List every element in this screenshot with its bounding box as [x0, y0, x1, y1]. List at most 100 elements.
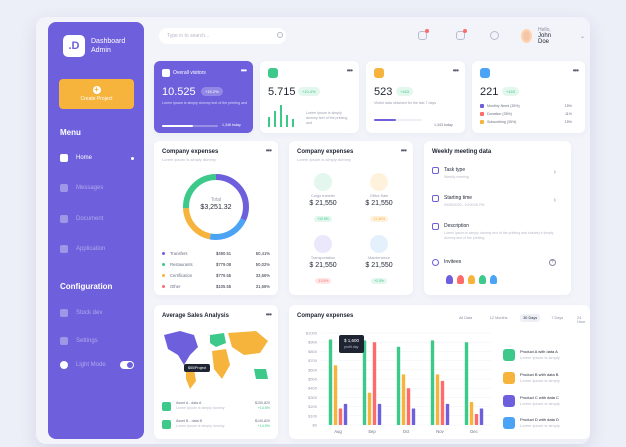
avatar[interactable] — [457, 275, 464, 284]
meeting-starting-time[interactable]: Starting time 09/05/2020 - 10:00:00 PM › — [432, 195, 556, 215]
more-icon[interactable]: ••• — [346, 66, 353, 75]
users-icon — [432, 259, 439, 266]
expense-tile-office[interactable]: Office Sale $ 21,550 -11.45% — [351, 173, 407, 225]
sidebar-item-document[interactable]: Document — [60, 215, 134, 223]
bar — [343, 403, 348, 425]
more-icon[interactable]: ••• — [265, 146, 272, 155]
product-legend-c[interactable]: Product C with data C Lorem Ipsum is simp… — [503, 395, 583, 407]
bell-icon[interactable] — [456, 29, 467, 40]
asset-row-a[interactable]: Asset A - data A Lorem Ipsum is simply du… — [162, 401, 270, 413]
chat-icon[interactable] — [418, 29, 429, 40]
more-icon[interactable]: ••• — [452, 66, 459, 75]
clock-icon — [432, 195, 439, 202]
avatar — [521, 29, 532, 43]
chevron-down-icon[interactable]: ⌄ — [579, 33, 585, 40]
more-icon[interactable]: ••• — [400, 146, 407, 155]
gear-icon[interactable] — [490, 31, 499, 40]
application-icon — [60, 245, 68, 253]
sidebar-item-light-mode[interactable]: Light Mode — [60, 361, 134, 369]
bar — [367, 392, 372, 425]
more-icon[interactable]: ••• — [572, 66, 579, 75]
more-icon[interactable]: ••• — [240, 66, 247, 75]
avatar[interactable] — [479, 275, 486, 284]
bar — [333, 365, 338, 425]
user-name: John Doe — [538, 33, 552, 45]
search-input[interactable]: Type in to search... — [159, 28, 286, 44]
card-subtitle: Lorem Ipsum is simply dummy — [297, 157, 352, 162]
stat-card-4: ••• 221 +163 Monthly Need (35%) 15% Donat… — [472, 61, 585, 133]
light-mode-toggle[interactable] — [120, 361, 134, 369]
product-icon — [503, 417, 515, 429]
brand-sub: Admin — [91, 47, 111, 54]
y-tick-label: $800 — [308, 349, 318, 354]
sidebar-item-stock-dev[interactable]: Stock dev — [60, 309, 134, 317]
user-menu[interactable]: Hello, John Doe ⌄ — [521, 27, 585, 45]
bar-chart: $1000 $900 $800 $700 $600 $500 $400 $300 $200 $10… — [306, 331, 491, 434]
topbar: Type in to search... Hello, John Doe ⌄ — [151, 22, 585, 52]
bar — [435, 374, 440, 425]
more-icon[interactable]: ••• — [265, 310, 272, 319]
y-tick-label: $500 — [308, 377, 318, 382]
avatar[interactable] — [446, 275, 453, 284]
asset-row-b[interactable]: Asset B - data B Lorem Ipsum is simply du… — [162, 419, 270, 431]
stat-value: 10.525 — [162, 86, 196, 98]
sidebar-item-home[interactable]: Home — [60, 154, 134, 162]
diamond-icon — [480, 68, 490, 78]
product-icon — [503, 349, 515, 361]
bar — [328, 339, 333, 425]
product-legend-b[interactable]: Product B with data B Lorem Ipsum is simp… — [503, 372, 583, 384]
sidebar-item-application[interactable]: Application — [60, 245, 134, 253]
stat-value: 523 — [374, 86, 393, 98]
tab-7-days[interactable]: 7 Days — [551, 316, 564, 320]
expense-row: Other $105.55 31,66% — [162, 284, 270, 289]
sidebar: .D Dashboard Admin + Create Project Menu… — [48, 22, 144, 439]
bar — [372, 342, 377, 425]
expense-tile-maintenance[interactable]: Maintenance $ 21,550 +2.5% — [351, 235, 407, 287]
greeting: Hello, — [538, 27, 551, 33]
sidebar-item-messages[interactable]: Messages — [60, 184, 134, 192]
expense-tile-cargo[interactable]: Cargo transfer $ 21,550 +10.5% — [295, 173, 351, 225]
bar — [445, 403, 450, 425]
progress-label: 1,343 today — [434, 123, 453, 127]
dashboard-window: .D Dashboard Admin + Create Project Menu… — [36, 17, 590, 444]
card-title: Company expenses — [162, 149, 219, 155]
company-expenses-tiles-card: Company expenses Lorem Ipsum is simply d… — [289, 141, 413, 295]
product-legend-a[interactable]: Product A with data A Lorem Ipsum is simp… — [503, 349, 583, 361]
y-tick-label: $700 — [308, 358, 318, 363]
expense-row: Restaurants $779.08 50,02% — [162, 262, 270, 267]
create-project-button[interactable]: + Create Project — [59, 79, 134, 109]
avatar[interactable] — [490, 275, 497, 284]
meeting-task-type[interactable]: Task type Weekly meeting › — [432, 167, 556, 187]
tab-12-months[interactable]: 12 Months — [489, 316, 508, 320]
legend-item: Subscribing (35%) 15% — [480, 120, 572, 124]
expense-tile-transportation[interactable]: Transportation $ 21,550 -13.5% — [295, 235, 351, 287]
tab-30-days[interactable]: 30 Days — [520, 314, 541, 322]
configuration-title: Configuration — [60, 282, 113, 291]
avatar[interactable] — [468, 275, 475, 284]
bar — [396, 346, 401, 425]
tab-24-hour[interactable]: 24 Hour — [577, 316, 586, 324]
sidebar-item-label: Stock dev — [76, 310, 103, 316]
overall-visitors-card: Overall visitors ••• 10.525 +15.2% Lorem… — [154, 61, 253, 133]
add-invitee-icon[interactable]: + — [549, 259, 556, 266]
change-badge: +15.2% — [201, 87, 223, 96]
y-tick-label: $300 — [308, 395, 318, 400]
card-title: Company expenses — [297, 149, 354, 155]
brand[interactable]: .D Dashboard Admin — [63, 35, 125, 57]
x-tick-label: Dec — [470, 429, 477, 434]
search-icon[interactable] — [277, 32, 283, 38]
tab-all-data[interactable]: All Data — [459, 316, 473, 320]
home-icon — [60, 154, 68, 162]
transport-icon — [314, 235, 332, 253]
y-tick-label: $200 — [308, 404, 318, 409]
meeting-description[interactable]: Description Lorem Ipsum is simply dummy t… — [432, 223, 556, 247]
product-legend-d[interactable]: Product D with data D Lorem Ipsum is simp… — [503, 417, 583, 429]
total-label: Total — [210, 197, 222, 203]
sidebar-item-settings[interactable]: Settings — [60, 337, 134, 345]
sidebar-item-label: Application — [76, 246, 106, 252]
x-tick-label: Sep — [368, 429, 376, 434]
sidebar-item-label: Document — [76, 216, 104, 222]
mini-bar-chart — [268, 105, 294, 127]
bar — [430, 340, 435, 425]
stat-desc: Visitor data obtained for the last 7 day… — [374, 101, 437, 105]
